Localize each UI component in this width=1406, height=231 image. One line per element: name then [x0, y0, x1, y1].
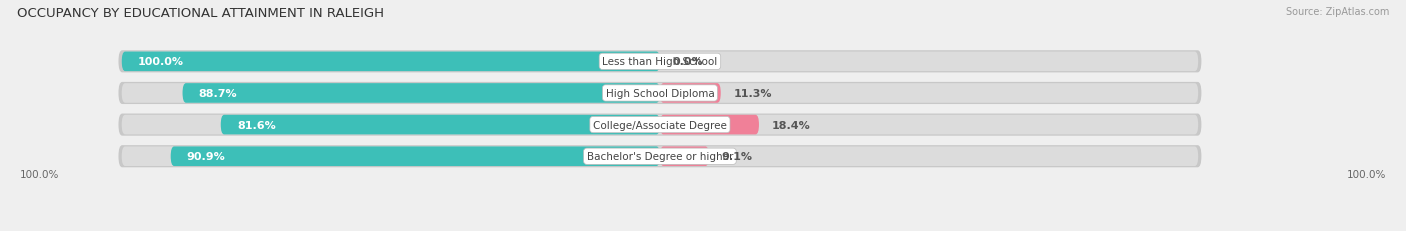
Text: 18.4%: 18.4%	[772, 120, 811, 130]
FancyBboxPatch shape	[659, 115, 759, 135]
FancyBboxPatch shape	[221, 115, 659, 135]
FancyBboxPatch shape	[122, 52, 1198, 72]
Text: Less than High School: Less than High School	[602, 57, 717, 67]
FancyBboxPatch shape	[170, 147, 659, 166]
FancyBboxPatch shape	[118, 114, 1201, 136]
Text: 100.0%: 100.0%	[1347, 169, 1386, 179]
Text: 100.0%: 100.0%	[138, 57, 184, 67]
FancyBboxPatch shape	[122, 52, 659, 72]
Text: 11.3%: 11.3%	[734, 88, 772, 99]
Text: 0.0%: 0.0%	[673, 57, 703, 67]
Legend: Owner-occupied, Renter-occupied: Owner-occupied, Renter-occupied	[586, 228, 820, 231]
FancyBboxPatch shape	[118, 146, 1201, 167]
Text: 100.0%: 100.0%	[20, 169, 59, 179]
FancyBboxPatch shape	[122, 115, 1198, 135]
Text: OCCUPANCY BY EDUCATIONAL ATTAINMENT IN RALEIGH: OCCUPANCY BY EDUCATIONAL ATTAINMENT IN R…	[17, 7, 384, 20]
Text: 81.6%: 81.6%	[236, 120, 276, 130]
Text: 9.1%: 9.1%	[721, 152, 752, 161]
Text: 90.9%: 90.9%	[187, 152, 225, 161]
FancyBboxPatch shape	[659, 84, 721, 103]
FancyBboxPatch shape	[659, 147, 709, 166]
FancyBboxPatch shape	[118, 51, 1201, 73]
FancyBboxPatch shape	[122, 84, 1198, 103]
Text: Bachelor's Degree or higher: Bachelor's Degree or higher	[586, 152, 733, 161]
Text: 88.7%: 88.7%	[198, 88, 238, 99]
FancyBboxPatch shape	[118, 82, 1201, 105]
Text: High School Diploma: High School Diploma	[606, 88, 714, 99]
Text: Source: ZipAtlas.com: Source: ZipAtlas.com	[1285, 7, 1389, 17]
Text: College/Associate Degree: College/Associate Degree	[593, 120, 727, 130]
FancyBboxPatch shape	[183, 84, 659, 103]
FancyBboxPatch shape	[122, 147, 1198, 166]
